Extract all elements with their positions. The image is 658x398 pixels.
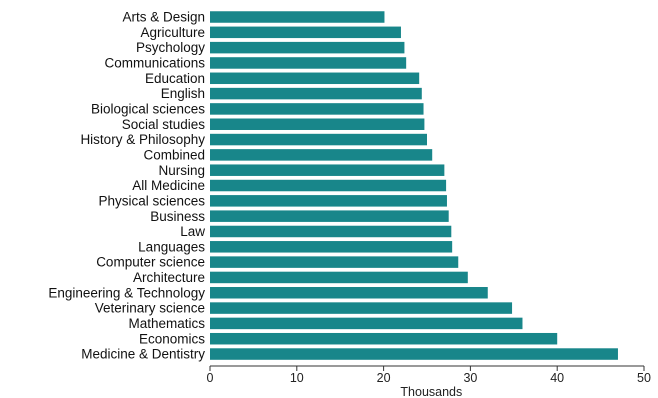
category-label: Veterinary science: [95, 301, 205, 316]
category-label: English: [161, 86, 205, 101]
bar-law: [210, 225, 452, 238]
category-label: Combined: [143, 147, 205, 162]
category-label: Law: [180, 224, 205, 239]
category-label: Arts & Design: [122, 10, 205, 25]
category-label: History & Philosophy: [80, 132, 205, 147]
bar-business: [210, 210, 449, 222]
category-label: Education: [145, 71, 205, 86]
category-label: Psychology: [136, 40, 205, 55]
bar-languages: [210, 241, 453, 253]
x-tick-label: 50: [637, 371, 651, 385]
bar-communications: [210, 57, 407, 69]
x-axis: 0 10 20 30 40 50: [207, 365, 651, 385]
category-label: Business: [150, 209, 205, 224]
bar-economics: [210, 332, 558, 345]
category-label: Mathematics: [128, 316, 205, 331]
category-labels: Arts & DesignAgriculturePsychologyCommun…: [48, 10, 205, 362]
category-label: Agriculture: [140, 25, 205, 40]
bar-all-medicine: [210, 179, 447, 192]
bar-engineering-technology: [210, 287, 488, 299]
category-label: Physical sciences: [98, 193, 205, 208]
bar-arts-design: [210, 11, 385, 23]
category-label: Engineering & Technology: [48, 285, 205, 300]
bar-veterinary-science: [210, 302, 513, 314]
category-label: Architecture: [133, 270, 205, 285]
bar-combined: [210, 149, 433, 161]
bar-social-studies: [210, 118, 425, 130]
bar-agriculture: [210, 26, 401, 39]
x-axis-title: Thousands: [400, 385, 462, 398]
category-label: All Medicine: [132, 178, 205, 193]
bar-psychology: [210, 41, 405, 54]
bar-computer-science: [210, 256, 459, 268]
x-tick-label: 20: [377, 371, 391, 385]
category-label: Economics: [139, 331, 205, 346]
x-tick-label: 30: [463, 371, 477, 385]
x-tick-label: 10: [290, 371, 304, 385]
category-label: Computer science: [96, 255, 205, 270]
category-label: Medicine & Dentistry: [81, 347, 205, 362]
bar-physical-sciences: [210, 195, 447, 207]
category-label: Communications: [104, 56, 205, 71]
bar-history-philosophy: [210, 133, 427, 146]
bar-medicine-dentistry: [210, 348, 618, 360]
x-tick-label: 0: [207, 371, 214, 385]
category-label: Nursing: [158, 163, 205, 178]
bar-biological-sciences: [210, 103, 424, 115]
category-label: Biological sciences: [91, 102, 205, 117]
x-tick-label: 40: [550, 371, 564, 385]
bar-nursing: [210, 164, 445, 176]
bar-english: [210, 87, 422, 100]
bars-layer: [210, 11, 618, 360]
bar-mathematics: [210, 317, 523, 330]
bar-education: [210, 72, 420, 85]
bar-architecture: [210, 271, 468, 284]
category-label: Languages: [138, 239, 205, 254]
category-label: Social studies: [122, 117, 206, 132]
